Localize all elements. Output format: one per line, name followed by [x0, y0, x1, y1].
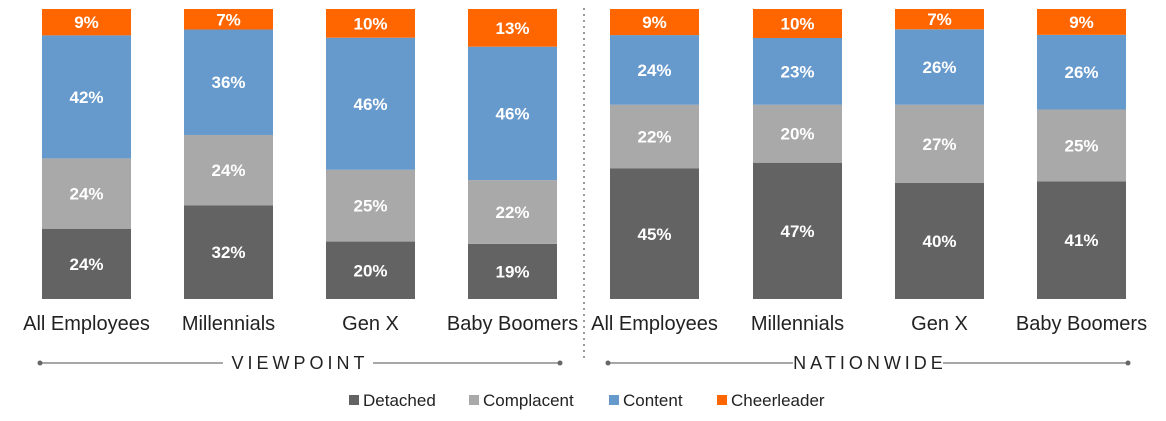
bar-segment-viewpoint-baby-boomers-complacent: [468, 180, 557, 244]
bar-segment-viewpoint-millennials-content: [184, 29, 273, 135]
bar-segment-nationwide-all-employees-complacent: [610, 104, 699, 169]
bar-segment-nationwide-all-employees-detached: [610, 168, 699, 299]
data-label-nationwide-gen-x-detached: 40%: [922, 232, 956, 251]
category-label-viewpoint-gen-x: Gen X: [342, 313, 399, 335]
data-label-viewpoint-all-employees-cheerleader: 9%: [74, 13, 99, 32]
group-label-backdrop: [793, 351, 943, 375]
bar-segment-nationwide-baby-boomers-complacent: [1037, 109, 1126, 182]
bar-segment-nationwide-baby-boomers-cheerleader: [1037, 9, 1126, 35]
data-label-nationwide-gen-x-content: 26%: [922, 58, 956, 77]
bar-segment-nationwide-baby-boomers-content: [1037, 34, 1126, 110]
data-label-viewpoint-millennials-complacent: 24%: [211, 161, 245, 180]
data-label-viewpoint-millennials-content: 36%: [211, 73, 245, 92]
data-label-nationwide-all-employees-cheerleader: 9%: [642, 13, 667, 32]
bar-segment-nationwide-all-employees-content: [610, 35, 699, 105]
group-line-start-dot: [605, 360, 611, 366]
data-label-viewpoint-millennials-detached: 32%: [211, 243, 245, 262]
data-label-nationwide-millennials-cheerleader: 10%: [780, 15, 814, 34]
bar-segment-viewpoint-baby-boomers-cheerleader: [468, 9, 557, 47]
bar-segment-nationwide-gen-x-complacent: [895, 104, 984, 183]
legend: Detached Complacent Content Cheerleader: [349, 391, 825, 410]
legend-swatch-detached: [349, 395, 359, 405]
data-label-viewpoint-baby-boomers-content: 46%: [495, 104, 529, 123]
bar-segment-viewpoint-all-employees-content: [42, 35, 131, 159]
data-label-nationwide-baby-boomers-content: 26%: [1064, 63, 1098, 82]
legend-label-cheerleader: Cheerleader: [731, 391, 825, 410]
data-label-nationwide-all-employees-detached: 45%: [637, 225, 671, 244]
category-label-nationwide-all-employees: All Employees: [591, 313, 718, 335]
data-label-nationwide-gen-x-cheerleader: 7%: [927, 10, 952, 29]
bar-segment-nationwide-gen-x-detached: [895, 183, 984, 299]
category-label-viewpoint-millennials: Millennials: [182, 313, 275, 335]
group-label-viewpoint: VIEWPOINT: [231, 353, 368, 373]
bar-segment-nationwide-all-employees-cheerleader: [610, 9, 699, 36]
data-label-viewpoint-baby-boomers-complacent: 22%: [495, 203, 529, 222]
category-label-viewpoint-all-employees: All Employees: [23, 313, 150, 335]
data-label-nationwide-gen-x-complacent: 27%: [922, 135, 956, 154]
group-nationwide: 45% 22% 24% 9% All Employees 47% 20% 23% 10% Mill…: [591, 9, 1147, 375]
data-label-nationwide-millennials-content: 23%: [780, 62, 814, 81]
data-label-viewpoint-all-employees-complacent: 24%: [69, 185, 103, 204]
bar-segment-nationwide-millennials-content: [753, 38, 842, 105]
group-label-backdrop: [223, 351, 373, 375]
data-label-nationwide-millennials-complacent: 20%: [780, 125, 814, 144]
bar-segment-viewpoint-gen-x-detached: [326, 241, 415, 299]
bar-segment-nationwide-millennials-complacent: [753, 104, 842, 163]
bar-segment-viewpoint-gen-x-complacent: [326, 169, 415, 242]
data-label-viewpoint-gen-x-complacent: 25%: [353, 197, 387, 216]
category-label-nationwide-gen-x: Gen X: [911, 313, 968, 335]
bar-segment-viewpoint-gen-x-cheerleader: [326, 9, 415, 38]
bar-segment-nationwide-millennials-cheerleader: [753, 9, 842, 38]
data-label-nationwide-baby-boomers-complacent: 25%: [1064, 136, 1098, 155]
group-line-start-dot: [37, 360, 43, 366]
legend-swatch-content: [609, 395, 619, 405]
legend-label-detached: Detached: [363, 391, 436, 410]
group-label-nationwide: NATIONWIDE: [793, 353, 947, 373]
data-label-viewpoint-gen-x-content: 46%: [353, 95, 387, 114]
data-label-viewpoint-all-employees-content: 42%: [69, 88, 103, 107]
group-line-end-dot: [1125, 360, 1131, 366]
bar-segment-viewpoint-baby-boomers-content: [468, 46, 557, 181]
bar-segment-viewpoint-gen-x-content: [326, 37, 415, 170]
legend-swatch-complacent: [469, 395, 479, 405]
data-label-nationwide-all-employees-content: 24%: [637, 61, 671, 80]
bar-segment-viewpoint-all-employees-cheerleader: [42, 9, 131, 36]
legend-label-complacent: Complacent: [483, 391, 574, 410]
data-label-nationwide-baby-boomers-detached: 41%: [1064, 231, 1098, 250]
data-label-viewpoint-gen-x-detached: 20%: [353, 261, 387, 280]
bar-segment-viewpoint-all-employees-complacent: [42, 158, 131, 229]
bar-segment-nationwide-gen-x-cheerleader: [895, 9, 984, 30]
bar-segment-viewpoint-millennials-detached: [184, 205, 273, 299]
category-label-viewpoint-baby-boomers: Baby Boomers: [447, 313, 578, 335]
data-label-nationwide-millennials-detached: 47%: [780, 222, 814, 241]
group-viewpoint: 24% 24% 42% 9% All Employees 32% 24% 36% 7% Mille…: [23, 9, 578, 375]
data-label-nationwide-baby-boomers-cheerleader: 9%: [1069, 13, 1094, 32]
bar-segment-nationwide-gen-x-content: [895, 29, 984, 105]
category-label-nationwide-millennials: Millennials: [751, 313, 844, 335]
legend-label-content: Content: [623, 391, 683, 410]
bar-segment-nationwide-baby-boomers-detached: [1037, 181, 1126, 299]
data-label-nationwide-all-employees-complacent: 22%: [637, 128, 671, 147]
group-line-end-dot: [557, 360, 563, 366]
data-label-viewpoint-millennials-cheerleader: 7%: [216, 10, 241, 29]
data-label-viewpoint-baby-boomers-detached: 19%: [495, 262, 529, 281]
category-label-nationwide-baby-boomers: Baby Boomers: [1016, 313, 1147, 335]
bar-segment-viewpoint-all-employees-detached: [42, 228, 131, 299]
bar-segment-viewpoint-millennials-complacent: [184, 134, 273, 206]
bar-segment-nationwide-millennials-detached: [753, 162, 842, 299]
legend-swatch-cheerleader: [717, 395, 727, 405]
data-label-viewpoint-baby-boomers-cheerleader: 13%: [495, 19, 529, 38]
data-label-viewpoint-gen-x-cheerleader: 10%: [353, 14, 387, 33]
bar-segment-viewpoint-baby-boomers-detached: [468, 243, 557, 299]
bar-segment-viewpoint-millennials-cheerleader: [184, 9, 273, 30]
data-label-viewpoint-all-employees-detached: 24%: [69, 255, 103, 274]
